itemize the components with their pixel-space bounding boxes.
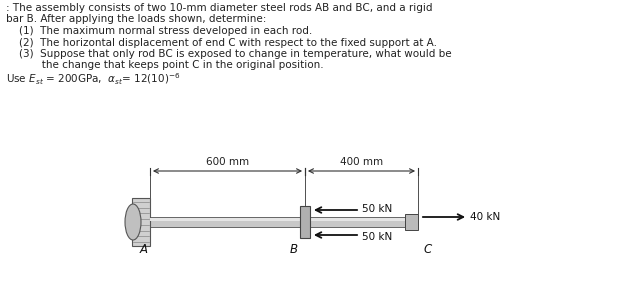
Text: 600 mm: 600 mm — [206, 157, 249, 167]
Text: 50 kN: 50 kN — [362, 232, 393, 242]
Text: Use $E_{st}$ = 200GPa,  $\alpha_{st}$= 12(10)$^{-6}$: Use $E_{st}$ = 200GPa, $\alpha_{st}$= 12… — [6, 72, 181, 87]
Text: 50 kN: 50 kN — [362, 204, 393, 214]
Bar — [310, 217, 405, 227]
Text: B: B — [290, 243, 298, 256]
Text: 40 kN: 40 kN — [470, 212, 500, 222]
Text: (1)  The maximum normal stress developed in each rod.: (1) The maximum normal stress developed … — [6, 26, 312, 36]
Ellipse shape — [125, 204, 141, 240]
Text: : The assembly consists of two 10-mm diameter steel rods AB and BC, and a rigid: : The assembly consists of two 10-mm dia… — [6, 3, 433, 13]
Text: A: A — [140, 243, 148, 256]
Text: 400 mm: 400 mm — [340, 157, 383, 167]
Bar — [405, 214, 418, 230]
Bar — [150, 218, 300, 221]
Bar — [132, 198, 150, 246]
Text: (3)  Suppose that only rod BC is exposed to change in temperature, what would be: (3) Suppose that only rod BC is exposed … — [6, 49, 451, 59]
Bar — [310, 218, 405, 221]
Text: bar B. After applying the loads shown, determine:: bar B. After applying the loads shown, d… — [6, 14, 266, 25]
Bar — [150, 217, 300, 227]
Text: the change that keeps point C in the original position.: the change that keeps point C in the ori… — [6, 60, 324, 71]
Text: (2)  The horizontal displacement of end C with respect to the fixed support at A: (2) The horizontal displacement of end C… — [6, 38, 437, 47]
Text: C: C — [424, 243, 432, 256]
Bar — [300, 206, 310, 238]
